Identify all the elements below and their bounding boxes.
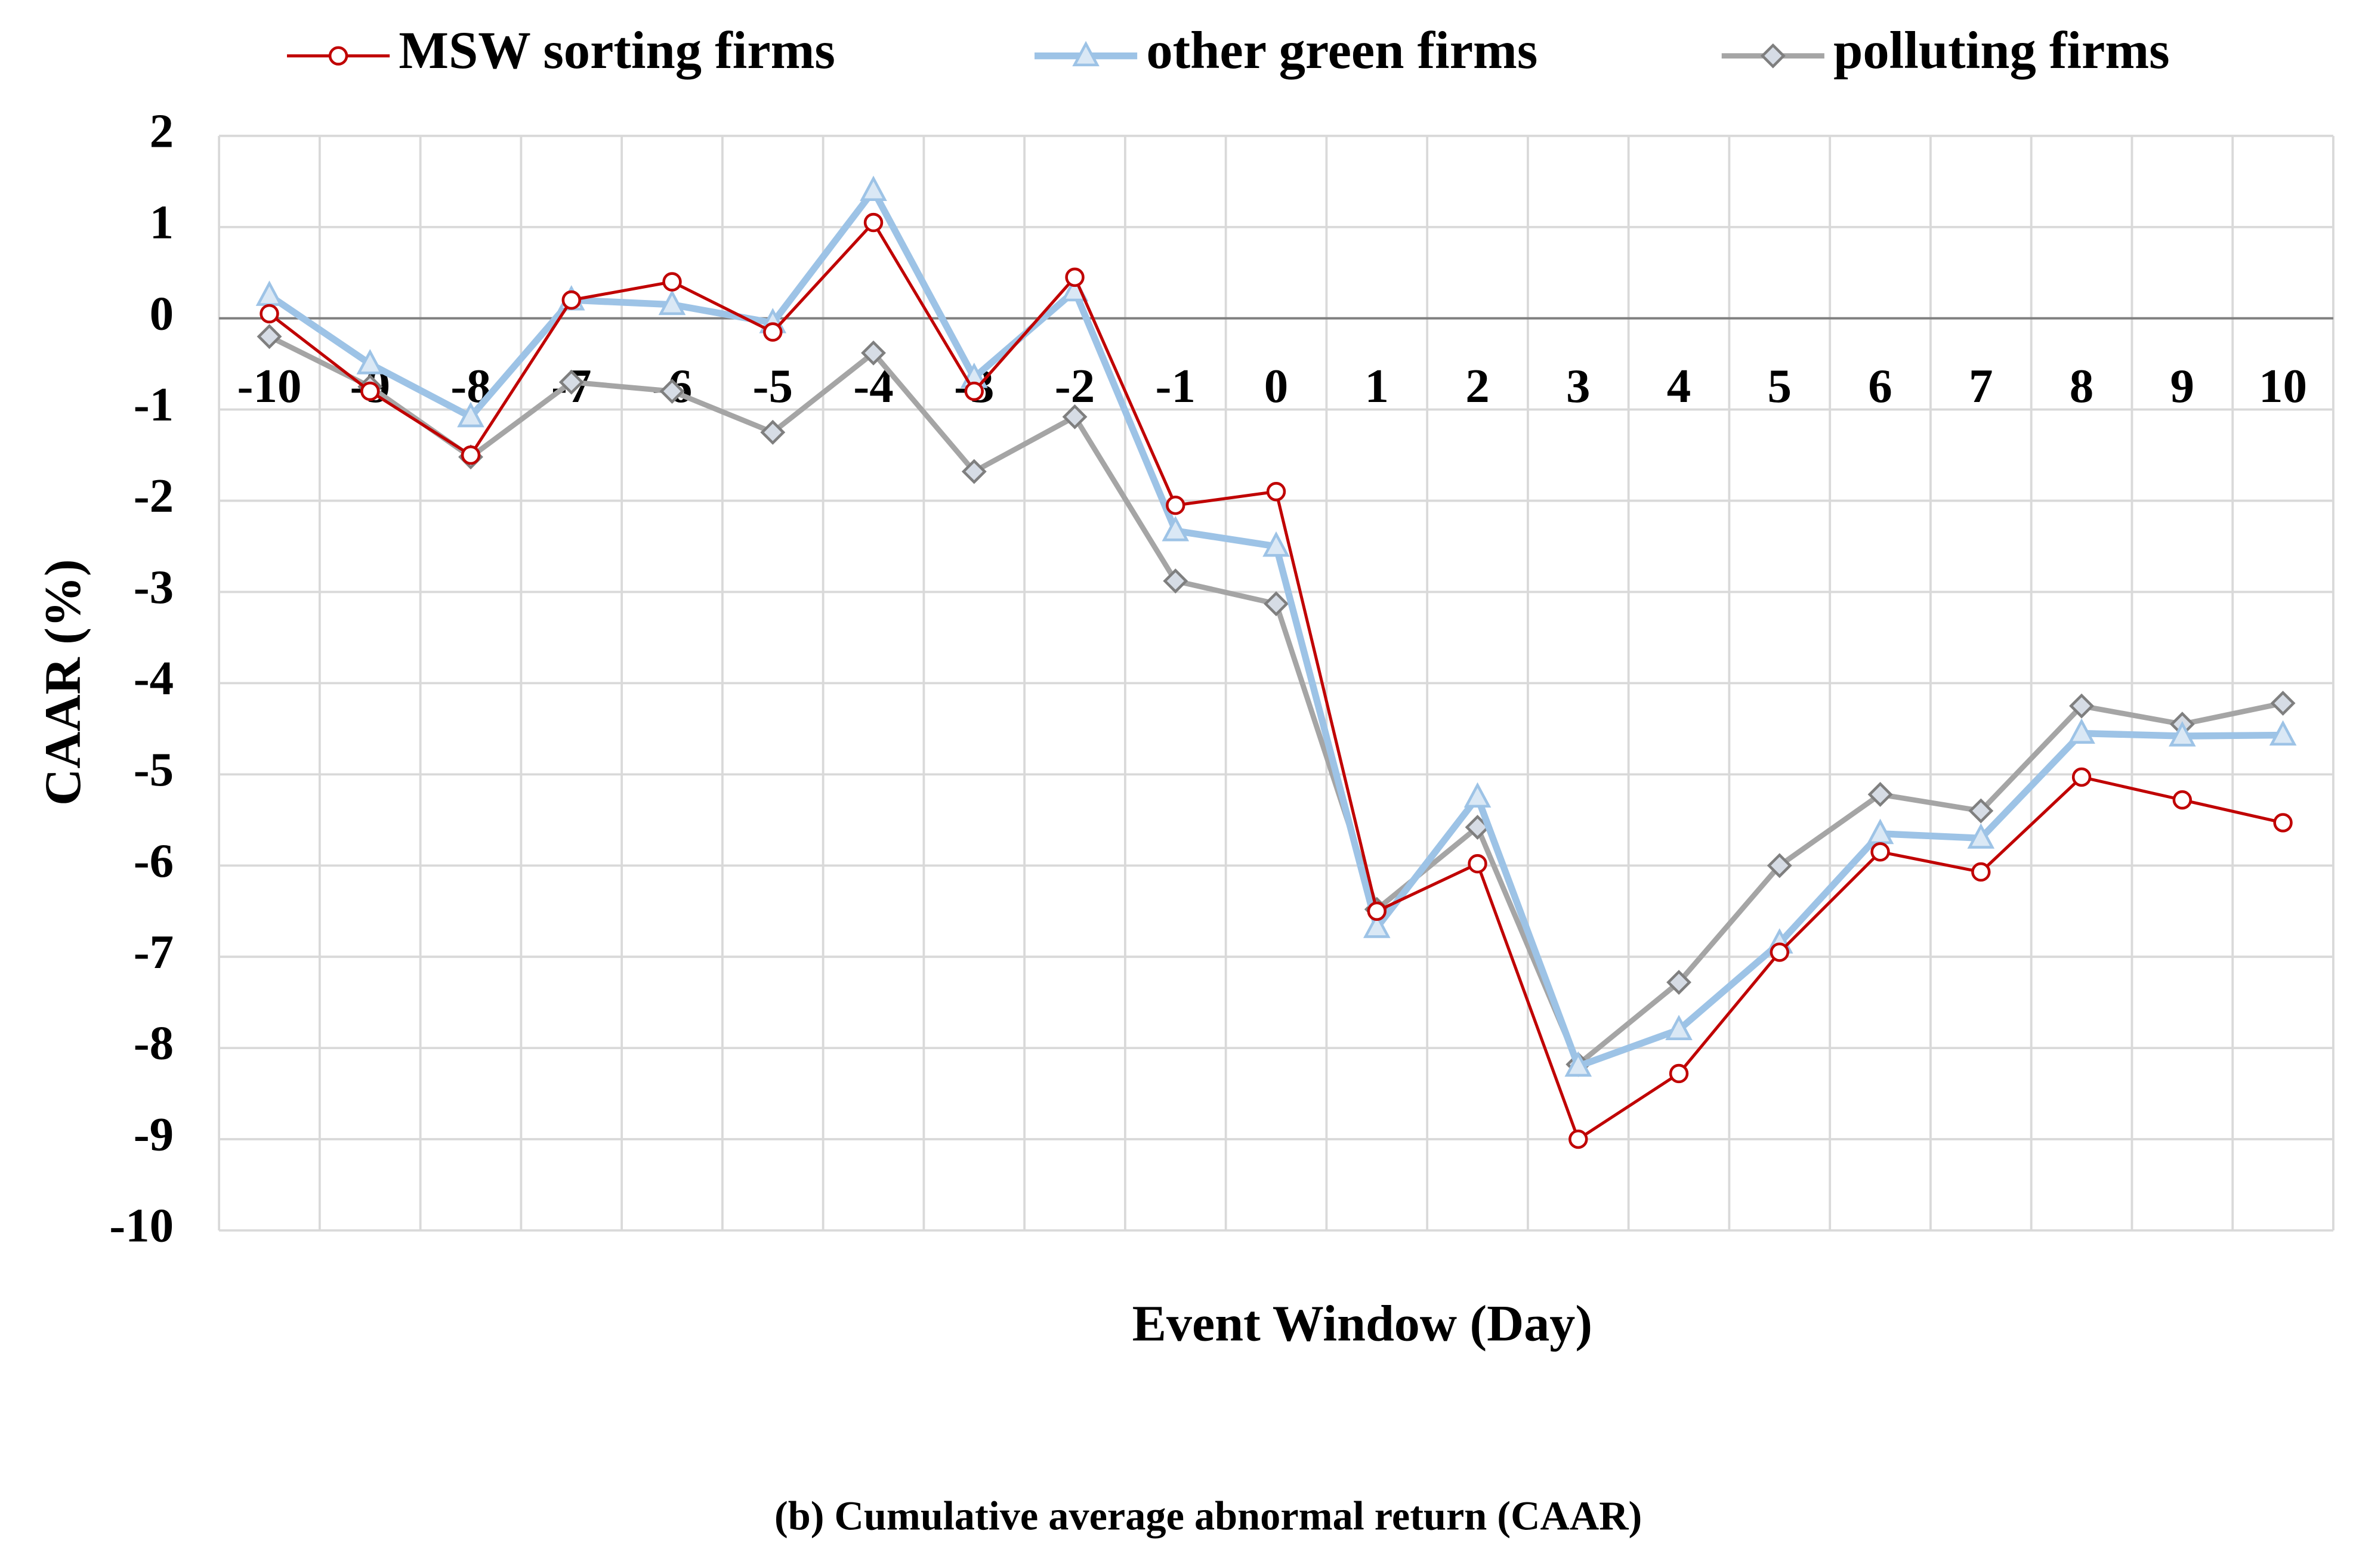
marker: [2068, 718, 2095, 744]
x-axis-label: Event Window (Day): [1132, 1294, 1592, 1351]
x-tick-label: -2: [1055, 359, 1095, 413]
marker: [662, 272, 682, 292]
y-tick-label: -5: [134, 743, 174, 796]
marker: [1870, 842, 1890, 862]
marker: [2273, 813, 2293, 833]
marker: [1967, 823, 1995, 849]
marker: [2071, 767, 2092, 787]
marker: [558, 369, 584, 395]
y-tick-label: -9: [134, 1108, 174, 1161]
y-tick-label: -10: [109, 1199, 174, 1252]
marker: [1266, 482, 1286, 502]
x-tick-label: 3: [1566, 359, 1591, 413]
series-line: [268, 334, 2284, 1069]
legend-marker: [1072, 41, 1100, 67]
marker: [763, 322, 783, 342]
marker: [2172, 790, 2193, 810]
marker: [1770, 942, 1789, 962]
x-tick-label: 10: [2259, 359, 2307, 413]
x-tick-label: 0: [1264, 359, 1289, 413]
x-tick-label: 9: [2170, 359, 2195, 413]
marker: [1867, 782, 1893, 807]
marker: [1463, 782, 1492, 808]
marker: [260, 304, 279, 324]
marker: [861, 340, 886, 366]
marker: [658, 289, 686, 316]
marker: [1262, 531, 1290, 557]
y-tick-label: 0: [150, 286, 174, 340]
marker: [255, 280, 283, 306]
marker: [356, 349, 384, 375]
x-tick-label: 7: [1969, 359, 1993, 413]
chart-title: (b) Cumulative average abnormal return (…: [774, 1493, 1642, 1539]
marker: [961, 459, 987, 484]
y-tick-label: -4: [134, 651, 174, 705]
legend-marker: [1760, 43, 1786, 69]
marker: [360, 381, 380, 401]
marker: [1971, 862, 1991, 882]
marker: [561, 290, 581, 310]
marker: [860, 175, 887, 202]
y-tick-label: -7: [134, 925, 174, 979]
marker: [1468, 854, 1487, 874]
marker: [760, 419, 786, 445]
x-tick-label: 6: [1868, 359, 1892, 413]
marker: [1367, 901, 1387, 921]
marker: [863, 212, 884, 233]
y-tick-label: 2: [150, 104, 174, 157]
x-tick-label: 4: [1667, 359, 1691, 413]
x-tick-label: 1: [1365, 359, 1389, 413]
y-tick-label: -1: [134, 378, 174, 431]
y-axis-label: CAAR (%): [34, 559, 91, 805]
marker: [1568, 1129, 1588, 1149]
marker: [1669, 1063, 1689, 1084]
y-tick-label: -6: [134, 834, 174, 887]
legend-marker: [328, 46, 348, 66]
marker: [1363, 913, 1391, 938]
marker: [659, 379, 685, 404]
marker: [1666, 970, 1691, 995]
x-tick-label: -5: [753, 359, 793, 413]
y-tick-label: -2: [134, 469, 174, 522]
legend-label: other green firms: [1146, 21, 1537, 80]
x-tick-label: 5: [1768, 359, 1792, 413]
y-tick-label: -3: [134, 560, 174, 614]
marker: [257, 324, 282, 350]
legend-label: polluting firms: [1833, 21, 2170, 80]
marker: [2169, 721, 2196, 747]
x-tick-label: -10: [237, 359, 302, 413]
marker: [1162, 515, 1190, 542]
series-line: [267, 184, 2283, 1071]
marker: [2270, 691, 2296, 716]
y-tick-label: 1: [150, 195, 174, 249]
marker: [1166, 495, 1185, 515]
marker: [2069, 693, 2094, 719]
marker: [1264, 591, 1289, 617]
marker: [1062, 404, 1088, 429]
marker: [457, 401, 484, 428]
marker: [1767, 853, 1792, 879]
y-tick-label: -8: [134, 1016, 174, 1070]
marker: [2269, 720, 2297, 746]
marker: [1968, 798, 1994, 824]
x-tick-label: 8: [2070, 359, 2094, 413]
legend-label: MSW sorting firms: [399, 21, 835, 80]
marker: [461, 445, 481, 465]
marker: [1163, 568, 1188, 594]
marker: [1665, 1015, 1693, 1041]
x-tick-label: -1: [1156, 359, 1196, 413]
marker: [1564, 1051, 1592, 1077]
x-tick-label: 2: [1465, 359, 1490, 413]
marker: [1065, 267, 1085, 287]
marker: [964, 381, 984, 401]
